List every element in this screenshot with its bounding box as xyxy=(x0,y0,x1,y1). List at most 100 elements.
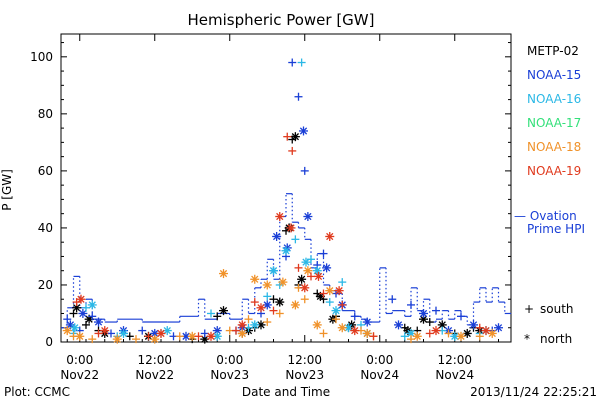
south-point xyxy=(369,332,378,341)
north-point xyxy=(206,331,216,341)
legend-item: NOAA-17 xyxy=(527,116,581,130)
north-point xyxy=(212,326,222,336)
footer-plot-credit: Plot: CCMC xyxy=(4,385,70,399)
legend-item: NOAA-16 xyxy=(527,92,581,106)
y-axis-label: P [GW] xyxy=(0,169,14,211)
south-point xyxy=(400,332,409,341)
north-point xyxy=(212,331,222,341)
x-tick-time-label: 0:00 xyxy=(216,353,243,367)
north-point xyxy=(456,331,466,341)
north-point xyxy=(156,328,166,338)
north-point xyxy=(362,317,372,327)
south-point xyxy=(94,329,103,338)
y-tick-label: 60 xyxy=(38,164,53,178)
south-point xyxy=(425,318,434,327)
north-point xyxy=(150,334,160,344)
legend-item: NOAA-19 xyxy=(527,164,581,178)
ovation-legend-line1: — Ovation xyxy=(514,209,577,223)
x-axis: 0:00Nov2212:00Nov220:00Nov2312:00Nov230:… xyxy=(60,34,499,382)
north-point xyxy=(100,326,110,336)
north-point xyxy=(62,326,72,336)
north-point xyxy=(269,266,278,276)
north-point xyxy=(250,320,260,330)
north-point xyxy=(219,306,228,316)
x-tick-time-label: 12:00 xyxy=(137,353,172,367)
y-axis: 0 20 40 60 80 100 xyxy=(30,42,511,349)
south-point xyxy=(250,298,259,307)
south-point xyxy=(125,332,134,341)
north-point xyxy=(350,326,360,336)
north-point xyxy=(337,323,347,333)
north-point xyxy=(275,212,285,222)
south-point xyxy=(425,329,434,338)
south-point xyxy=(213,312,222,321)
north-point xyxy=(300,283,310,293)
legend-item: METP-02 xyxy=(527,44,579,58)
south-point xyxy=(244,315,253,324)
south-point xyxy=(294,92,303,101)
x-tick-time-label: 12:00 xyxy=(287,353,322,367)
data-points xyxy=(62,58,503,344)
south-point xyxy=(269,306,278,315)
south-point xyxy=(132,335,140,344)
south-marker-label: south xyxy=(540,302,574,316)
north-point xyxy=(469,320,478,330)
x-tick-date-label: Nov23 xyxy=(210,368,249,382)
north-point xyxy=(78,308,88,318)
south-point xyxy=(263,292,272,301)
south-point xyxy=(319,329,328,338)
south-point xyxy=(288,58,297,67)
south-point xyxy=(263,318,272,327)
south-point xyxy=(300,166,309,175)
south-point xyxy=(294,263,303,272)
north-point xyxy=(290,300,300,310)
chart-title: Hemispheric Power [GW] xyxy=(188,11,375,29)
north-point xyxy=(481,326,491,336)
y-tick-label: 80 xyxy=(38,107,53,121)
north-marker-label: north xyxy=(540,332,572,346)
south-point xyxy=(175,332,184,341)
north-point xyxy=(219,269,228,279)
south-point xyxy=(244,323,253,332)
north-point xyxy=(412,331,422,341)
north-point xyxy=(87,300,97,310)
north-point xyxy=(362,328,372,338)
north-point xyxy=(187,331,197,341)
x-tick-date-label: Nov24 xyxy=(435,368,474,382)
south-point xyxy=(88,312,97,321)
south-point xyxy=(88,335,97,344)
north-point xyxy=(75,331,85,341)
north-point xyxy=(256,303,266,313)
legend: METP-02 NOAA-15 NOAA-16 NOAA-17 NOAA-18 NOAA-… xyxy=(527,44,581,178)
south-point xyxy=(432,306,440,315)
north-point xyxy=(462,328,472,338)
x-axis-label: Date and Time xyxy=(242,385,330,399)
x-tick-date-label: Nov23 xyxy=(285,368,324,382)
south-point xyxy=(200,329,209,338)
south-point xyxy=(82,303,90,312)
south-point xyxy=(319,249,328,258)
north-point xyxy=(431,326,441,336)
south-point xyxy=(291,235,300,244)
ovation-series xyxy=(61,193,511,329)
south-point xyxy=(388,295,397,304)
north-point xyxy=(237,328,247,338)
y-tick-label: 0 xyxy=(45,335,53,349)
x-tick-time-label: 12:00 xyxy=(437,353,472,367)
north-point xyxy=(325,231,335,241)
north-point xyxy=(281,246,291,256)
north-point xyxy=(394,320,403,330)
north-point xyxy=(312,266,322,276)
south-point xyxy=(319,289,328,298)
north-point xyxy=(272,231,282,241)
north-point xyxy=(297,274,307,284)
north-point xyxy=(303,266,313,276)
south-point xyxy=(307,272,315,281)
legend-item: NOAA-15 xyxy=(527,68,581,82)
north-point xyxy=(494,323,503,333)
south-point xyxy=(332,315,340,324)
south-point xyxy=(275,309,284,318)
north-point xyxy=(94,317,103,327)
north-point xyxy=(314,271,323,281)
north-point xyxy=(70,323,80,333)
